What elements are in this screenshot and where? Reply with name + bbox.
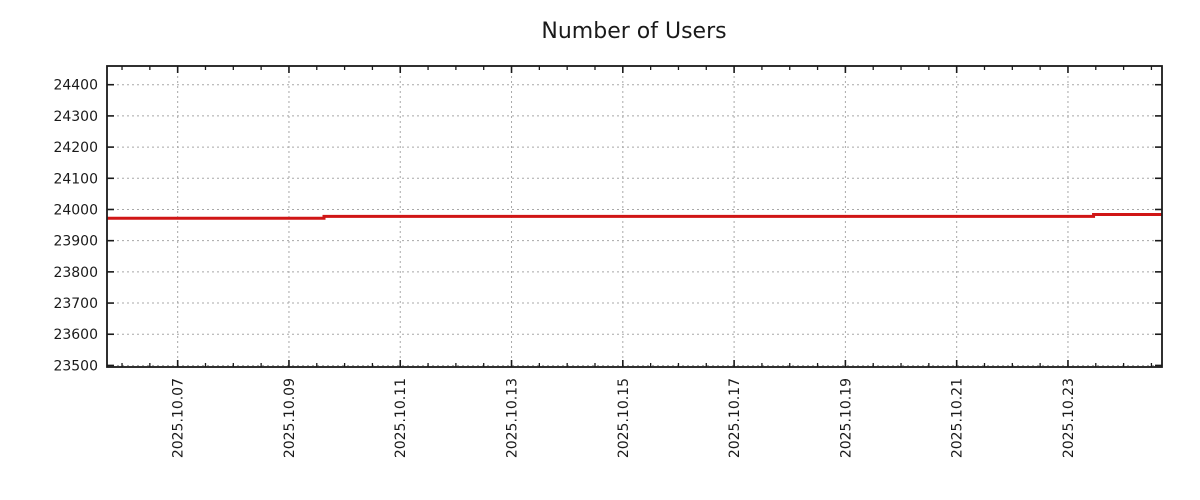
axes-and-ticks <box>106 65 1163 368</box>
y-tick-label: 23600 <box>53 327 98 343</box>
x-tick-label: 2025.10.19 <box>838 378 854 458</box>
x-tick-label: 2025.10.13 <box>505 378 521 458</box>
axis-tick-labels: 23500 23600 23700 23800 23900 24000 24100 24200… <box>53 78 1077 458</box>
x-tick-label: 2025.10.21 <box>950 378 966 458</box>
chart-title: Number of Users <box>541 19 726 44</box>
y-tick-label: 24300 <box>53 109 98 125</box>
y-tick-label: 23900 <box>53 234 98 250</box>
grid-lines <box>107 66 1162 367</box>
x-tick-label: 2025.10.17 <box>727 378 743 458</box>
y-tick-label: 24400 <box>53 78 98 94</box>
y-tick-label: 24000 <box>53 202 98 218</box>
x-tick-label: 2025.10.07 <box>171 378 187 458</box>
x-tick-label: 2025.10.15 <box>616 378 632 458</box>
y-tick-label: 24200 <box>53 140 98 156</box>
y-tick-label: 23500 <box>53 358 98 374</box>
series-layer <box>107 212 1162 220</box>
y-tick-label: 23800 <box>53 265 98 281</box>
y-tick-label: 24100 <box>53 171 98 187</box>
x-tick-label: 2025.10.11 <box>393 378 409 458</box>
users-series-line <box>107 212 1162 220</box>
y-tick-label: 23700 <box>53 296 98 312</box>
plot-border <box>106 65 1163 368</box>
x-tick-label: 2025.10.09 <box>282 378 298 458</box>
x-tick-label: 2025.10.23 <box>1061 378 1077 458</box>
